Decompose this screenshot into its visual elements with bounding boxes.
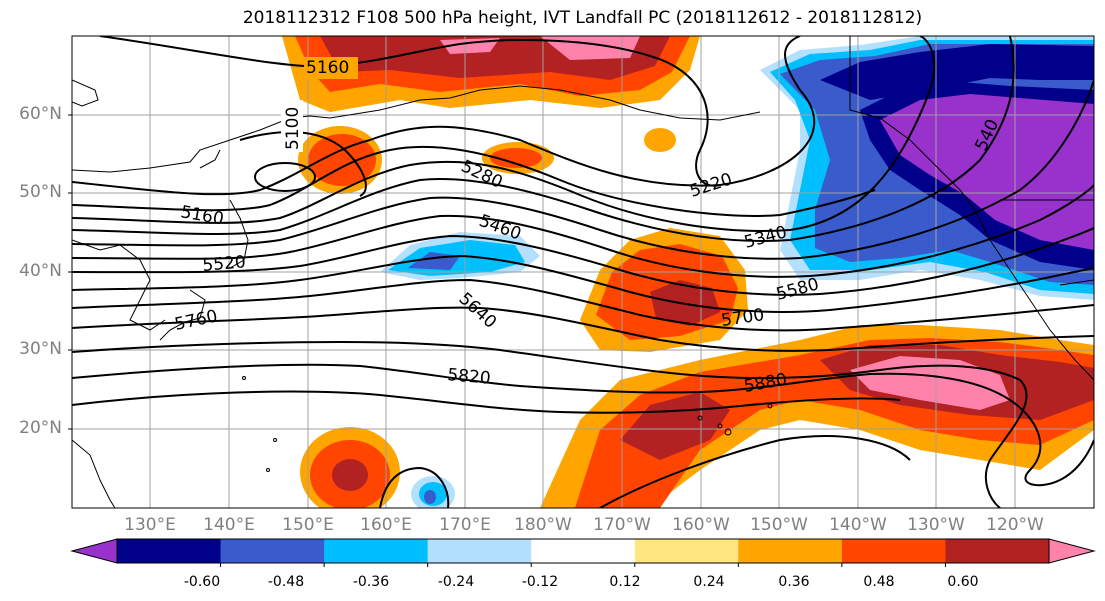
- colorbar-tick-label: -0.48: [267, 574, 305, 590]
- colorbar-segment: [324, 539, 429, 563]
- contour-label: 5820: [447, 365, 492, 389]
- lon-label: 160°E: [360, 515, 412, 535]
- contour-label: 5160: [306, 58, 349, 78]
- lat-label: 30°N: [19, 339, 62, 359]
- colorbar-tick-label: 0.24: [693, 574, 725, 590]
- colorbar-segment: [117, 539, 222, 563]
- lon-label: 170°E: [439, 515, 491, 535]
- colorbar-segment: [841, 539, 946, 563]
- lat-ticks: [68, 114, 72, 430]
- lon-label: 140°E: [203, 515, 255, 535]
- lon-label: 120°W: [986, 515, 1044, 535]
- height-contours: [72, 36, 1094, 508]
- colorbar-segment: [427, 539, 532, 563]
- colorbar-tick-label: 0.48: [863, 574, 895, 590]
- lon-label: 130°E: [124, 515, 176, 535]
- colorbar-segment: [634, 539, 739, 563]
- map-area: 5160 5100 5280 5220 5160 5460 5340 5520 …: [72, 36, 1094, 508]
- lat-label: 20°N: [19, 418, 62, 438]
- colorbar-tick-label: -0.36: [352, 574, 390, 590]
- lat-label: 60°N: [19, 104, 62, 124]
- lon-label: 150°E: [282, 515, 334, 535]
- colorbar-extend-min: [70, 538, 118, 564]
- lat-label: 40°N: [19, 261, 62, 281]
- colorbar-tick-label: 0.12: [609, 574, 641, 590]
- colorbar-segment: [738, 539, 843, 563]
- colorbar: [70, 538, 1096, 567]
- contour-label: 5520: [202, 252, 247, 276]
- colorbar-segment: [220, 539, 325, 563]
- lon-label: 180°W: [514, 515, 572, 535]
- colorbar-tick-label: 0.36: [778, 574, 810, 590]
- lon-label: 140°W: [829, 515, 887, 535]
- colorbar-tick-label: -0.60: [183, 574, 221, 590]
- colorbar-tick-label: 0.60: [947, 574, 979, 590]
- coastlines: [72, 36, 1094, 508]
- lat-label: 50°N: [19, 182, 62, 202]
- colorbar-segment: [531, 539, 636, 563]
- colorbar-extend-max: [1048, 538, 1096, 564]
- colorbar-tick-label: -0.12: [521, 574, 559, 590]
- lon-label: 150°W: [750, 515, 808, 535]
- colorbar-outline: [116, 538, 1050, 564]
- map-title: 2018112312 F108 500 hPa height, IVT Land…: [242, 8, 923, 28]
- colorbar-tick-label: -0.24: [437, 574, 475, 590]
- colorbar-segment: [945, 539, 1050, 563]
- lon-label: 160°W: [672, 515, 730, 535]
- lon-label: 170°W: [593, 515, 651, 535]
- contour-label: 5100: [283, 107, 303, 150]
- lon-label: 130°W: [907, 515, 965, 535]
